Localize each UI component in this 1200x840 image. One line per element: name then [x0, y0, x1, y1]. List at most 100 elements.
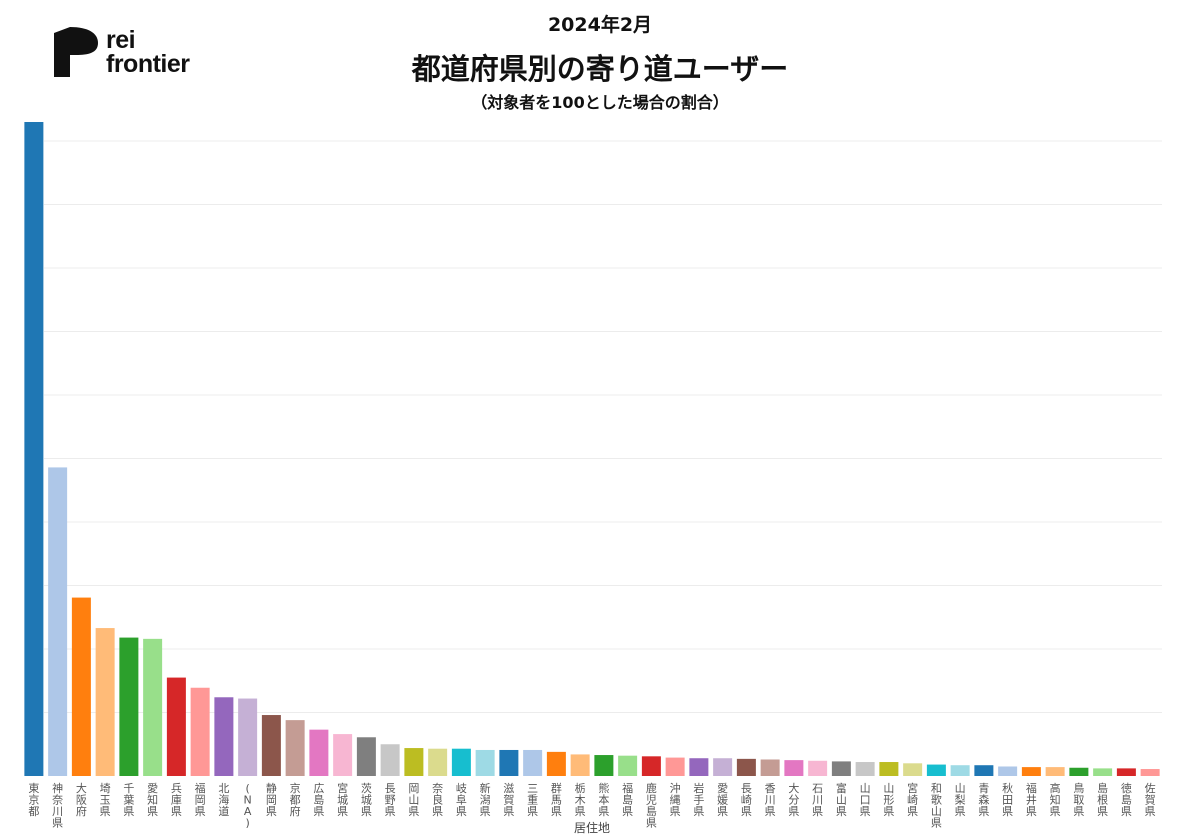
bar-北海道 [214, 697, 234, 776]
x-tick-label: 岡山県 [408, 782, 419, 818]
bar-茨城県 [356, 737, 376, 776]
bar-山梨県 [950, 765, 970, 776]
x-tick-label: 三重県 [527, 782, 538, 818]
bar-大阪府 [71, 597, 91, 776]
bar-岡山県 [404, 748, 424, 776]
x-tick-label: 岐阜県 [456, 782, 467, 818]
x-tick-label: 埼玉県 [100, 781, 111, 818]
x-tick-label: (N A) [244, 782, 252, 830]
x-tick-label: 京都府 [290, 781, 301, 818]
bar-群馬県 [546, 751, 566, 776]
bar-宮城県 [333, 734, 353, 776]
x-tick-label: 兵庫県 [171, 782, 182, 818]
x-tick-label: 石川県 [812, 782, 823, 818]
bar-愛知県 [143, 638, 163, 776]
x-tick-label: 広島県 [313, 782, 324, 818]
bar-青森県 [974, 765, 994, 776]
x-tick-label: 島根県 [1097, 781, 1108, 818]
bar-熊本県 [594, 755, 614, 776]
x-tick-label: 奈良県 [432, 781, 443, 818]
bar-秋田県 [998, 766, 1018, 776]
bar-香川県 [760, 759, 780, 776]
bar-鹿児島県 [641, 756, 661, 776]
x-axis-title: 居住地 [573, 821, 610, 835]
bar-岩手県 [689, 758, 709, 776]
x-tick-label: 香川県 [765, 782, 776, 818]
x-tick-label: 福島県 [622, 781, 633, 818]
bar-和歌山県 [926, 764, 946, 776]
bar-福井県 [1021, 767, 1041, 776]
bar-沖縄県 [665, 757, 685, 776]
x-tick-label: 栃木県 [575, 781, 586, 818]
x-tick-label: 山形県 [883, 782, 894, 818]
x-tick-label: 鹿児島県 [646, 781, 657, 830]
bar-石川県 [808, 760, 828, 776]
x-tick-label: 富山県 [836, 781, 847, 818]
x-tick-label: 長崎県 [741, 782, 752, 818]
x-tick-label: 静岡県 [266, 781, 277, 818]
bar-高知県 [1045, 767, 1065, 776]
x-tick-label: 高知県 [1050, 781, 1061, 818]
x-tick-label: 熊本県 [598, 781, 609, 818]
bar-広島県 [309, 729, 329, 776]
x-tick-label: 滋賀県 [503, 782, 514, 818]
bar-静岡県 [261, 715, 281, 776]
bar-岐阜県 [451, 748, 471, 776]
x-tick-label: 福井県 [1026, 781, 1037, 818]
chart-date: 2024年2月 [547, 14, 653, 36]
x-tick-label: 秋田県 [1002, 781, 1013, 818]
bar-山口県 [855, 762, 875, 776]
x-tick-label: 愛媛県 [717, 782, 728, 818]
bar-山形県 [879, 762, 899, 776]
bar-宮崎県 [903, 763, 923, 776]
bar-福島県 [618, 755, 638, 776]
bar-富山県 [831, 761, 851, 776]
bar-長崎県 [736, 758, 756, 776]
x-tick-label: 宮城県 [337, 781, 348, 818]
logo-wordmark: rei frontier [106, 26, 190, 78]
x-tick-label: 神奈川県 [52, 781, 63, 830]
x-tick-label: 長野県 [385, 782, 396, 818]
x-tick-label: 和歌山県 [931, 782, 942, 830]
x-tick-label: 東京都 [28, 782, 39, 818]
x-tick-label: 千葉県 [123, 782, 134, 818]
x-tick-label: 沖縄県 [670, 782, 681, 818]
x-tick-label: 佐賀県 [1145, 781, 1156, 818]
bar-長野県 [380, 744, 400, 776]
bar-千葉県 [119, 637, 139, 776]
chart-title: 都道府県別の寄り道ユーザー [411, 52, 789, 86]
x-tick-label: 岩手県 [693, 781, 704, 818]
x-tick-label: 徳島県 [1121, 782, 1132, 818]
x-tick-label: 茨城県 [361, 781, 372, 818]
logo: rei frontier [54, 27, 190, 77]
bar-(NA) [238, 698, 258, 776]
x-tick-label: 宮崎県 [907, 781, 918, 818]
x-tick-label: 福岡県 [195, 781, 206, 818]
bar-京都府 [285, 720, 305, 776]
rei-frontier-logo-icon [54, 27, 98, 77]
bar-福岡県 [190, 687, 210, 776]
bar-鳥取県 [1069, 767, 1089, 776]
bar-東京都 [24, 122, 44, 776]
x-tick-label: 青森県 [978, 782, 989, 818]
x-tick-label: 大分県 [788, 781, 799, 818]
bar-島根県 [1093, 768, 1113, 776]
x-tick-label: 群馬県 [551, 781, 562, 818]
x-tick-label: 北海道 [218, 782, 229, 818]
chart-subtitle: （対象者を100とした場合の割合） [471, 93, 729, 112]
bar-徳島県 [1116, 768, 1136, 776]
bar-愛媛県 [713, 758, 733, 776]
x-tick-label: 新潟県 [480, 781, 491, 818]
bar-大分県 [784, 760, 804, 776]
bar-神奈川県 [48, 467, 68, 776]
x-tick-label: 大阪府 [76, 781, 87, 818]
bar-兵庫県 [166, 677, 186, 776]
bar-佐賀県 [1140, 769, 1160, 776]
bar-新潟県 [475, 749, 495, 776]
x-tick-label: 鳥取県 [1073, 781, 1084, 818]
bar-奈良県 [428, 748, 448, 776]
x-tick-label: 山梨県 [955, 782, 966, 818]
bar-滋賀県 [499, 749, 519, 776]
bar-三重県 [523, 749, 543, 776]
